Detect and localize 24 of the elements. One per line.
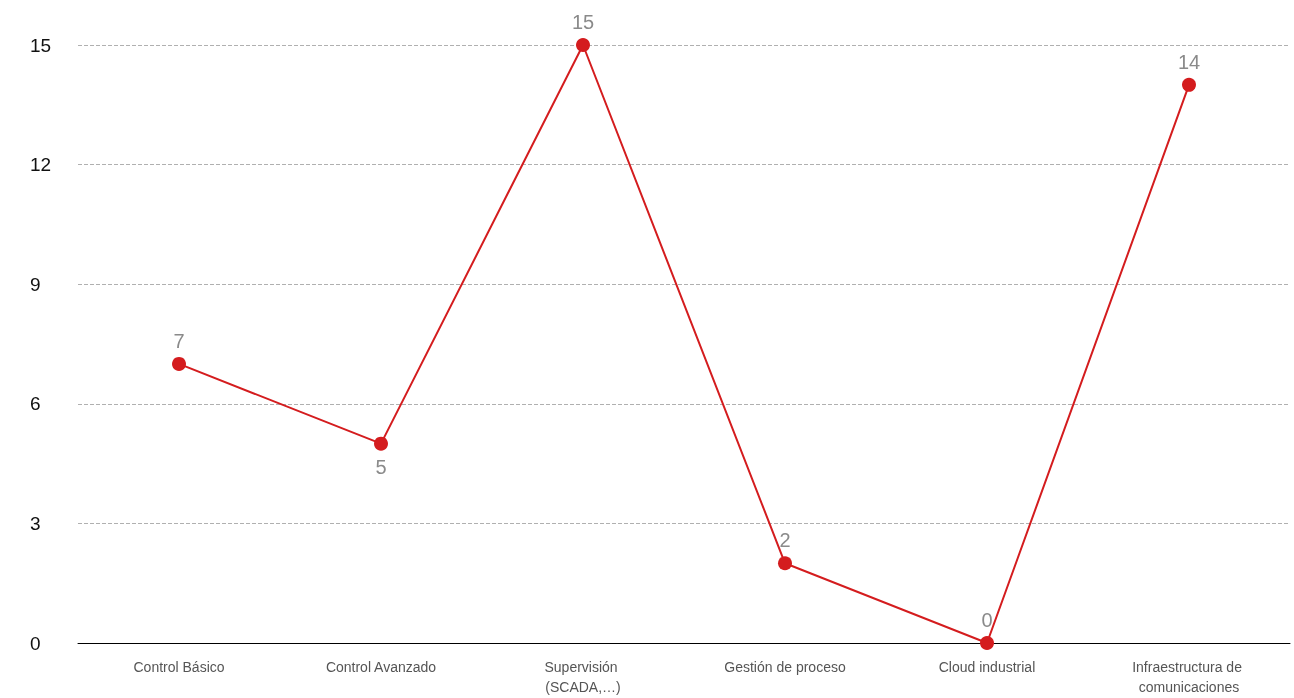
data-label: 15 bbox=[571, 11, 595, 33]
point bbox=[1182, 77, 1196, 92]
point bbox=[980, 636, 994, 650]
data-label: 2 bbox=[779, 529, 791, 552]
x-tick-label: Cloud industrial bbox=[938, 659, 1036, 675]
x-tick-label: Control Avanzado bbox=[325, 659, 437, 675]
point bbox=[576, 38, 590, 52]
data-label: 14 bbox=[1177, 50, 1201, 73]
data-label: 5 bbox=[375, 455, 387, 478]
y-tick-label: 0 bbox=[30, 632, 41, 654]
x-tick-label: Gestión de proceso bbox=[724, 659, 846, 675]
point bbox=[374, 436, 388, 451]
x-tick-label: Control Básico bbox=[133, 659, 225, 675]
y-tick-label: 12 bbox=[30, 154, 52, 176]
point bbox=[172, 356, 186, 371]
point bbox=[778, 556, 792, 571]
data-label: 7 bbox=[173, 329, 185, 352]
y-tick-label: 6 bbox=[30, 393, 41, 415]
x-tick-label: Infraestructura de comunicaciones bbox=[1132, 659, 1246, 695]
x-tick-label: Supervisión (SCADA,…) bbox=[544, 659, 622, 695]
y-tick-label: 9 bbox=[30, 273, 41, 295]
y-tick-label: 15 bbox=[30, 34, 52, 56]
y-tick-label: 3 bbox=[30, 512, 41, 534]
data-label: 0 bbox=[981, 609, 993, 631]
